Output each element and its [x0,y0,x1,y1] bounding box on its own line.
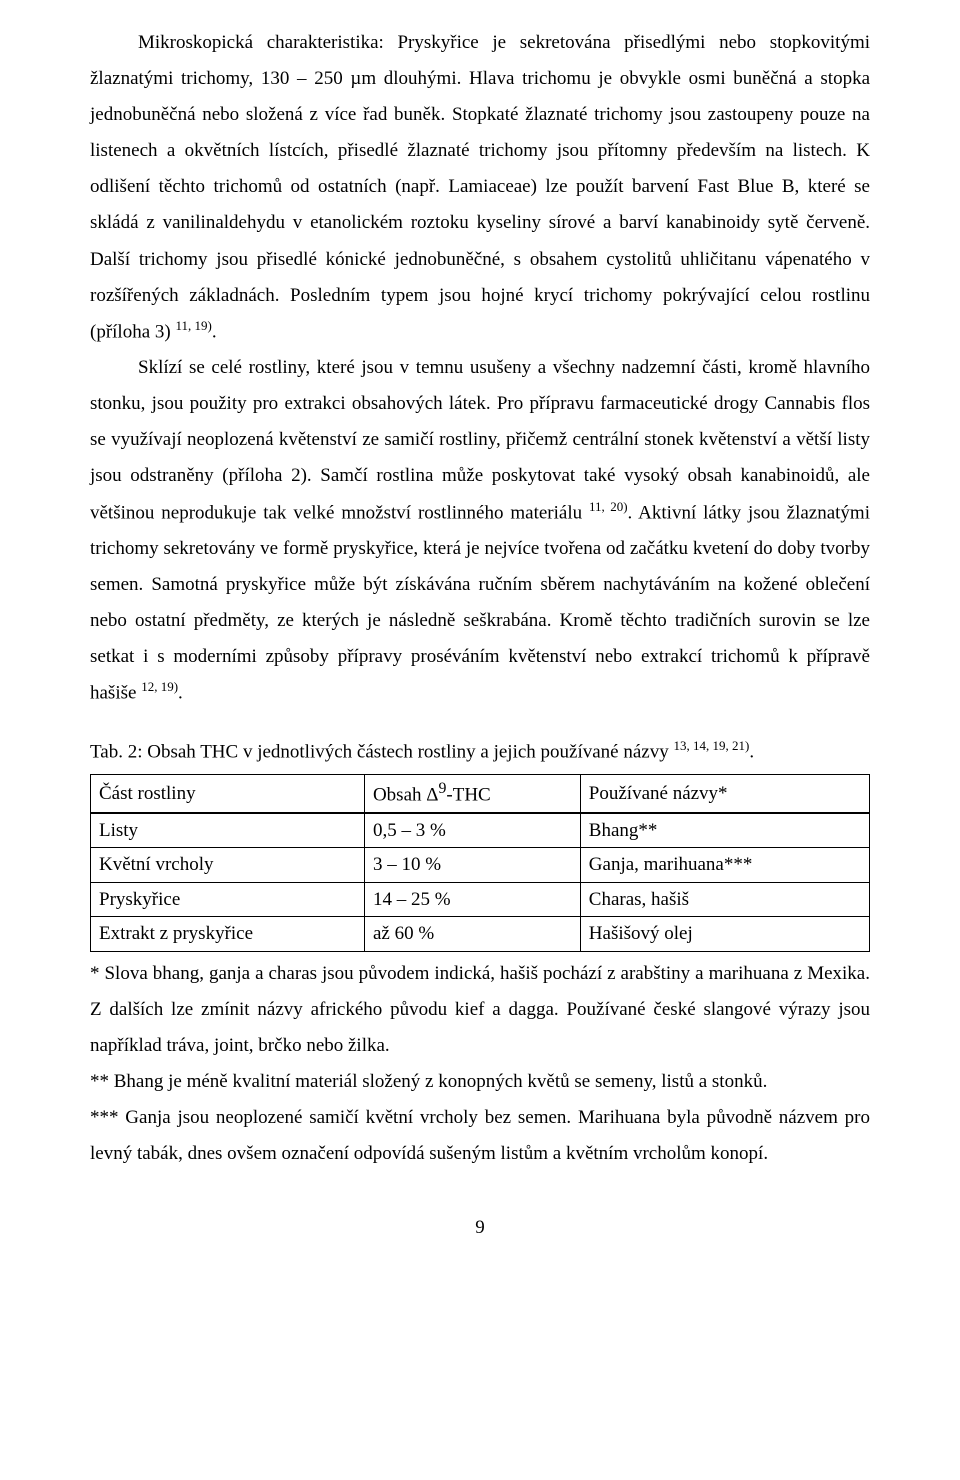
table-cell: Ganja, marihuana*** [580,848,869,882]
table-cell: 3 – 10 % [364,848,580,882]
footnote-3: *** Ganja jsou neoplozené samičí květní … [90,1107,870,1164]
footnote-2: ** Bhang je méně kvalitní materiál slože… [90,1071,767,1092]
table-cell: 14 – 25 % [364,882,580,916]
table-cell: Charas, hašiš [580,882,869,916]
table-row: Květní vrcholy 3 – 10 % Ganja, marihuana… [91,848,870,882]
table-header-1: Část rostliny [91,775,365,813]
table-cell: Extrakt z pryskyřice [91,917,365,951]
table-caption-text: Tab. 2: Obsah THC v jednotlivých částech… [90,741,669,762]
table-cell: Pryskyřice [91,882,365,916]
page: Mikroskopická charakteristika: Pryskyřic… [0,0,960,1480]
table-cell: Listy [91,813,365,848]
table-row: Extrakt z pryskyřice až 60 % Hašišový ol… [91,917,870,951]
page-number: 9 [90,1210,870,1246]
table-cell: Bhang** [580,813,869,848]
table-cell: Hašišový olej [580,917,869,951]
table-row: Listy 0,5 – 3 % Bhang** [91,813,870,848]
table-cell: 0,5 – 3 % [364,813,580,848]
ref-1: 11, 19) [175,318,211,333]
table-header-3: Používané názvy* [580,775,869,813]
table-header-row: Část rostliny Obsah Δ9-THC Používané náz… [91,775,870,813]
footnotes: * Slova bhang, ganja a charas jsou původ… [90,956,870,1173]
paragraph-1: Mikroskopická charakteristika: Pryskyřic… [90,25,870,350]
footnote-1: * Slova bhang, ganja a charas jsou původ… [90,963,870,1056]
table-cell: Květní vrcholy [91,848,365,882]
paragraph-2a-text: Sklízí se celé rostliny, které jsou v te… [90,357,870,523]
table-caption: Tab. 2: Obsah THC v jednotlivých částech… [90,734,870,770]
paragraph-2: Sklízí se celé rostliny, které jsou v te… [90,350,870,712]
paragraph-2b-text: . Aktivní látky jsou žlaznatými trichomy… [90,502,870,704]
ref-2: 11, 20) [589,499,628,514]
ref-3: 12, 19) [141,679,178,694]
paragraph-1-text: Mikroskopická charakteristika: Pryskyřic… [90,32,870,342]
table-cell: až 60 % [364,917,580,951]
table-caption-ref: 13, 14, 19, 21) [673,738,749,753]
thc-table: Část rostliny Obsah Δ9-THC Používané náz… [90,774,870,952]
table-header-2: Obsah Δ9-THC [364,775,580,813]
table-row: Pryskyřice 14 – 25 % Charas, hašiš [91,882,870,916]
